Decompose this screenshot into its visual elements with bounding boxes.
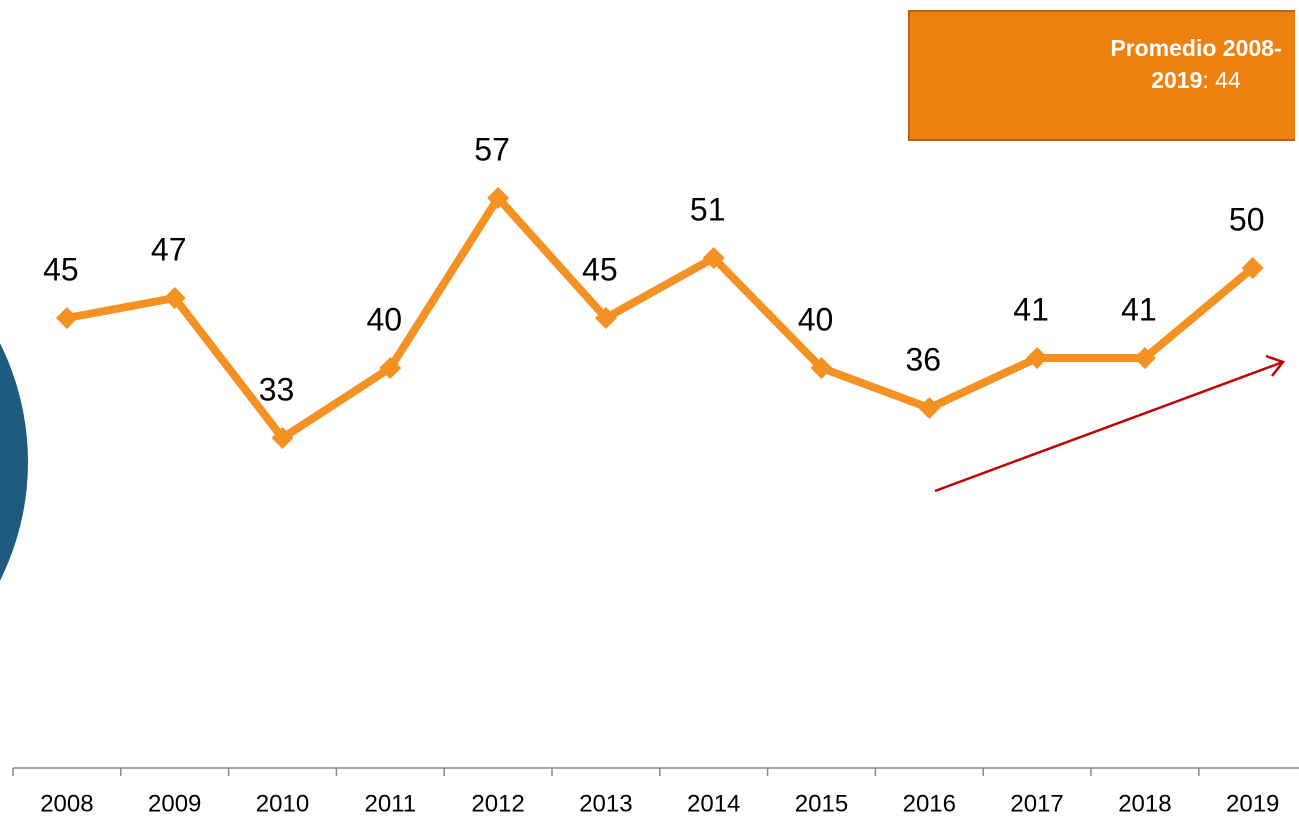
decor-circle (0, 343, 28, 581)
data-label: 50 (1229, 201, 1265, 237)
data-label: 40 (798, 301, 834, 337)
point-marker (163, 287, 186, 309)
trend-arrowhead (1265, 354, 1286, 377)
average-value: : 44 (1202, 67, 1241, 93)
x-tick-label: 2019 (1226, 790, 1279, 817)
average-label: Promedio 2008-2019 (1110, 35, 1282, 93)
point-marker (379, 357, 402, 379)
x-tick-label: 2016 (903, 790, 956, 817)
x-tick-label: 2008 (40, 790, 93, 817)
point-marker (1026, 347, 1049, 369)
data-label: 45 (582, 251, 618, 287)
point-marker (271, 427, 294, 449)
data-label: 36 (906, 341, 942, 377)
series-line (66, 194, 1256, 442)
point-marker (918, 397, 941, 419)
x-tick-label: 2013 (579, 790, 632, 817)
data-label: 45 (43, 251, 79, 287)
point-marker (810, 357, 833, 379)
data-label: 51 (690, 191, 726, 227)
x-tick-label: 2015 (795, 790, 848, 817)
data-label: 41 (1013, 291, 1049, 327)
point-marker (594, 307, 617, 329)
x-tick-label: 2009 (148, 790, 201, 817)
x-tick-label: 2011 (364, 790, 416, 817)
x-tick-label: 2014 (687, 790, 740, 817)
point-marker (55, 307, 78, 329)
point-marker (1241, 257, 1264, 279)
data-label: 41 (1121, 291, 1157, 327)
data-label: 47 (151, 231, 187, 267)
point-marker (1133, 347, 1156, 369)
data-label: 40 (367, 301, 403, 337)
x-tick-label: 2018 (1118, 790, 1171, 817)
data-label: 33 (259, 371, 295, 407)
data-label: 57 (474, 131, 510, 167)
x-tick-label: 2017 (1010, 790, 1063, 817)
point-marker (702, 247, 725, 269)
x-tick-label: 2012 (471, 790, 524, 817)
trend-arrow (934, 360, 1284, 493)
x-tick-label: 2010 (256, 790, 309, 817)
average-box: Promedio 2008-2019: 44 (908, 10, 1295, 141)
average-text: Promedio 2008-2019: 44 (1096, 32, 1296, 96)
point-marker (487, 187, 510, 209)
